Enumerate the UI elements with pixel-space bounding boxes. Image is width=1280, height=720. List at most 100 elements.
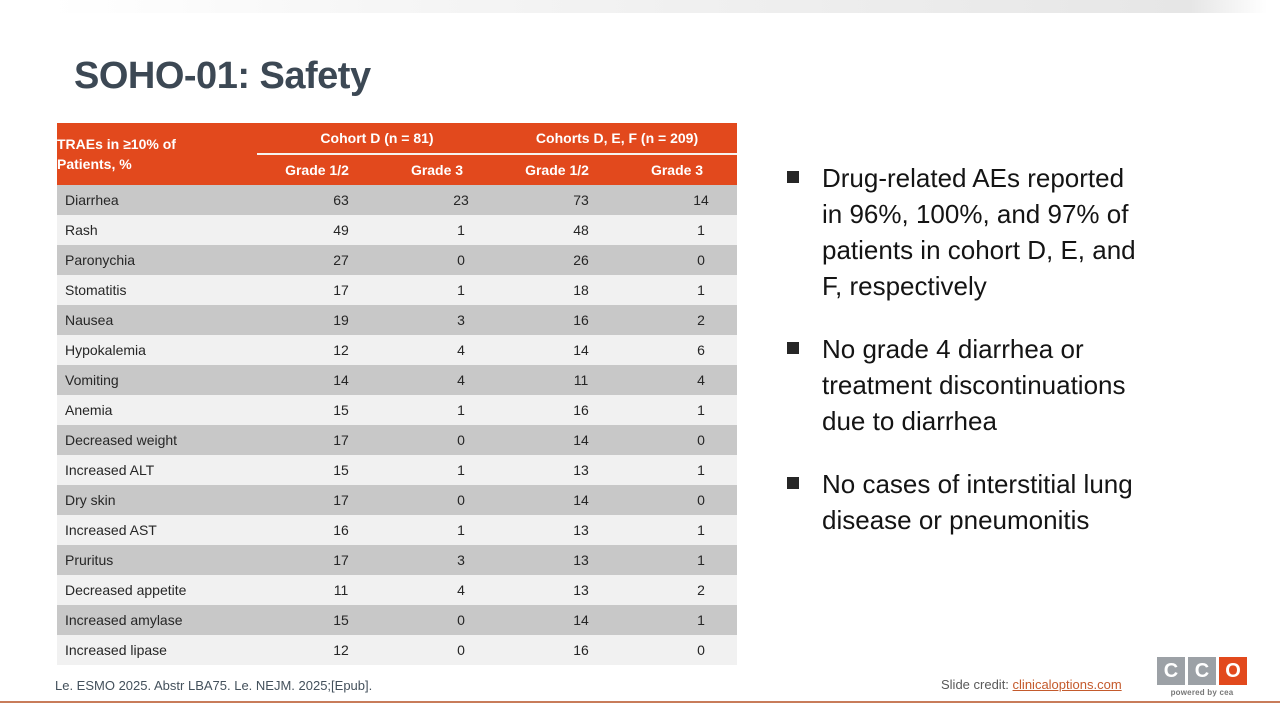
trae-value: 16: [497, 305, 618, 335]
bullet-text: No grade 4 diarrhea or treatment discont…: [822, 334, 1126, 436]
bullet-item-no-grade4-diarrhea: No grade 4 diarrhea or treatment discont…: [785, 331, 1220, 439]
slide-credit: Slide credit: clinicaloptions.com: [941, 677, 1122, 692]
trae-value: 1: [617, 395, 738, 425]
table-row: Increased lipase 12 0 16 0: [57, 635, 738, 665]
trae-value: 4: [377, 365, 498, 395]
logo-letter-o: O: [1219, 657, 1247, 685]
trae-value: 23: [377, 185, 498, 215]
trae-value: 13: [497, 455, 618, 485]
trae-value: 17: [257, 485, 377, 515]
sub-header-grade3-def: Grade 3: [617, 155, 738, 185]
citation: Le. ESMO 2025. Abstr LBA75. Le. NEJM. 20…: [55, 678, 373, 693]
table-row: Anemia 15 1 16 1: [57, 395, 738, 425]
trae-value: 12: [257, 635, 377, 665]
cco-logo: C C O powered by cea: [1157, 657, 1247, 697]
bottom-rule: [0, 701, 1280, 703]
trae-name: Increased AST: [57, 515, 257, 545]
trae-value: 0: [377, 425, 498, 455]
trae-name: Stomatitis: [57, 275, 257, 305]
trae-value: 0: [617, 485, 738, 515]
trae-value: 1: [617, 545, 738, 575]
trae-value: 15: [257, 455, 377, 485]
sub-header-grade12-d: Grade 1/2: [257, 155, 377, 185]
trae-name: Decreased appetite: [57, 575, 257, 605]
trae-value: 1: [377, 215, 498, 245]
table-row: Decreased weight 17 0 14 0: [57, 425, 738, 455]
trae-name: Nausea: [57, 305, 257, 335]
col-group-cohort-d: Cohort D (n = 81): [257, 123, 498, 155]
bullet-list: Drug-related AEs reported in 96%, 100%, …: [785, 160, 1220, 565]
trae-value: 26: [497, 245, 618, 275]
trae-name: Increased amylase: [57, 605, 257, 635]
trae-value: 17: [257, 545, 377, 575]
trae-value: 14: [257, 365, 377, 395]
trae-value: 13: [497, 515, 618, 545]
trae-value: 0: [617, 425, 738, 455]
trae-value: 14: [617, 185, 738, 215]
trae-name: Diarrhea: [57, 185, 257, 215]
bullet-square-icon: [787, 342, 799, 354]
trae-name: Increased lipase: [57, 635, 257, 665]
credit-label: Slide credit:: [941, 677, 1013, 692]
table-row: Increased amylase 15 0 14 1: [57, 605, 738, 635]
table-row: Dry skin 17 0 14 0: [57, 485, 738, 515]
table-sub-header-row: Grade 1/2 Grade 3 Grade 1/2 Grade 3: [57, 155, 738, 185]
trae-value: 14: [497, 335, 618, 365]
trae-value: 15: [257, 605, 377, 635]
trae-value: 1: [377, 275, 498, 305]
table-row: Increased AST 16 1 13 1: [57, 515, 738, 545]
trae-value: 2: [617, 305, 738, 335]
trae-value: 15: [257, 395, 377, 425]
trae-name: Decreased weight: [57, 425, 257, 455]
table-row: Nausea 19 3 16 2: [57, 305, 738, 335]
trae-name: Pruritus: [57, 545, 257, 575]
table-row: Increased ALT 15 1 13 1: [57, 455, 738, 485]
trae-value: 1: [377, 455, 498, 485]
trae-value: 19: [257, 305, 377, 335]
trae-value: 14: [497, 425, 618, 455]
trae-value: 11: [257, 575, 377, 605]
trae-value: 0: [377, 245, 498, 275]
trae-name: Anemia: [57, 395, 257, 425]
trae-value: 1: [617, 455, 738, 485]
trae-name: Vomiting: [57, 365, 257, 395]
trae-value: 1: [617, 515, 738, 545]
col-group-cohorts-def: Cohorts D, E, F (n = 209): [497, 123, 738, 155]
trae-value: 17: [257, 425, 377, 455]
trae-value: 3: [377, 545, 498, 575]
trae-value: 73: [497, 185, 618, 215]
trae-value: 48: [497, 215, 618, 245]
logo-letter-c1: C: [1157, 657, 1185, 685]
table-group-header-row: TRAEs in ≥10% of Patients, % Cohort D (n…: [57, 123, 738, 185]
credit-link[interactable]: clinicaloptions.com: [1012, 677, 1122, 692]
trae-name: Increased ALT: [57, 455, 257, 485]
table-row: Vomiting 14 4 11 4: [57, 365, 738, 395]
trae-value: 1: [617, 215, 738, 245]
trae-value: 6: [617, 335, 738, 365]
trae-value: 0: [377, 605, 498, 635]
bullet-item-drug-related-aes: Drug-related AEs reported in 96%, 100%, …: [785, 160, 1220, 304]
table-row: Pruritus 17 3 13 1: [57, 545, 738, 575]
table-row: Decreased appetite 11 4 13 2: [57, 575, 738, 605]
slide-title: SOHO-01: Safety: [74, 55, 371, 97]
trae-table: TRAEs in ≥10% of Patients, % Cohort D (n…: [57, 123, 738, 665]
table-row: Paronychia 27 0 26 0: [57, 245, 738, 275]
trae-name: Rash: [57, 215, 257, 245]
bullet-square-icon: [787, 171, 799, 183]
trae-value: 1: [617, 605, 738, 635]
logo-letter-c2: C: [1188, 657, 1216, 685]
trae-value: 4: [377, 335, 498, 365]
trae-value: 17: [257, 275, 377, 305]
trae-value: 49: [257, 215, 377, 245]
trae-value: 14: [497, 485, 618, 515]
trae-name: Dry skin: [57, 485, 257, 515]
trae-value: 18: [497, 275, 618, 305]
bullet-square-icon: [787, 477, 799, 489]
table-row: Rash 49 1 48 1: [57, 215, 738, 245]
trae-value: 16: [497, 395, 618, 425]
table-row: Diarrhea 63 23 73 14: [57, 185, 738, 215]
logo-tagline: powered by cea: [1170, 688, 1234, 697]
trae-value: 1: [377, 395, 498, 425]
trae-value: 0: [617, 635, 738, 665]
